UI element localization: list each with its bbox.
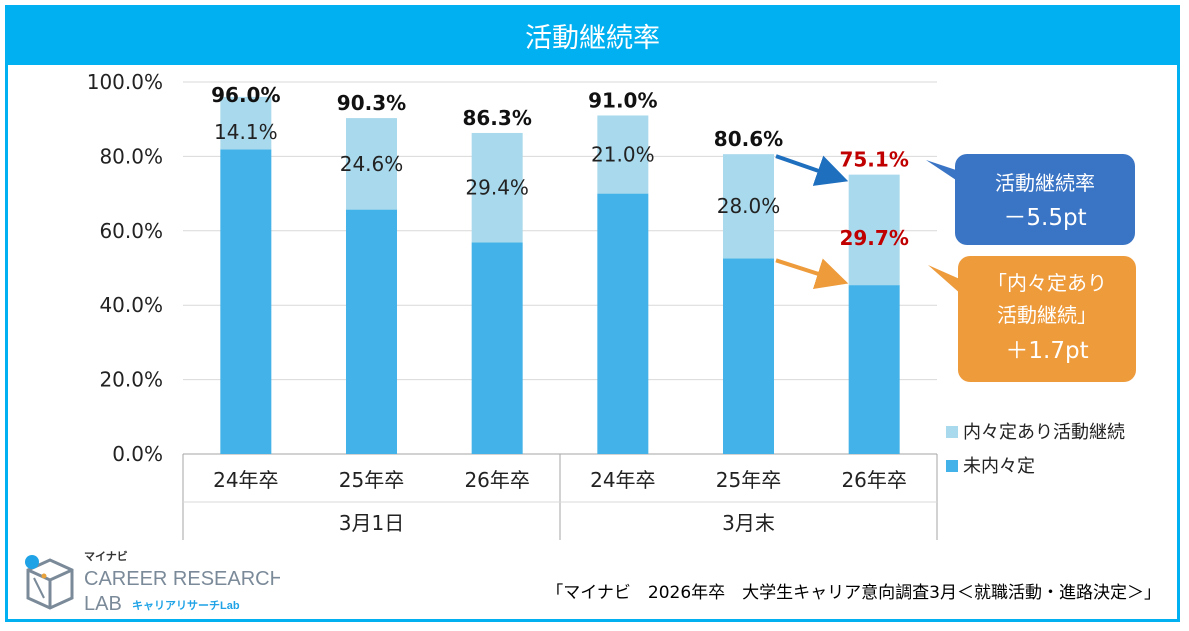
x-category-label: 26年卒 [841,468,906,492]
segment-data-label: 29.7% [839,226,908,250]
segment-data-label: 21.0% [591,143,655,167]
bar-segment-内々定あり活動継続 [346,118,397,210]
x-category-label: 25年卒 [339,468,404,492]
change-arrow-total [775,154,849,186]
y-tick-label: 20.0% [99,368,163,392]
chart-title: 活動継続率 [5,5,1180,65]
callout-pointer [926,160,962,184]
bar-segment-未内々定 [471,242,523,454]
source-citation: 「マイナビ 2026年卒 大学生キャリア意向調査3月＜就職活動・進路決定＞」 [546,583,1161,603]
bar-segment-未内々定 [220,149,272,454]
x-group-label: 3月1日 [339,511,404,535]
career-research-lab-logo: マイナビ CAREER RESEARCH LAB キャリアリサーチLab [25,549,280,615]
x-category-label: 26年卒 [464,468,529,492]
x-category-label: 24年卒 [213,468,278,492]
callout-text: －5.5pt [1003,205,1086,231]
callout-box-total [955,154,1135,245]
total-data-label: 75.1% [839,148,908,172]
change-arrow-segment [775,258,849,290]
bar-segment-内々定あり活動継続 [220,96,272,150]
x-category-label: 24年卒 [590,468,655,492]
callout-text: 活動継続」 [997,303,1097,327]
callout-box-segment [958,256,1136,382]
bar-segment-内々定あり活動継続 [848,174,900,286]
segment-data-label: 24.6% [340,152,404,176]
logo-name-line2: LAB [84,593,122,615]
bar-segment-未内々定 [346,209,397,454]
callout-text: 「内々定あり [987,271,1107,295]
bar-segment-内々定あり活動継続 [597,115,649,194]
y-tick-label: 40.0% [99,293,163,317]
y-tick-label: 0.0% [112,442,163,466]
segment-data-label: 28.0% [717,194,781,218]
y-tick-label: 100.0% [87,70,163,94]
bar-segment-内々定あり活動継続 [471,132,523,243]
bar-segment-未内々定 [597,193,649,454]
x-group-label: 3月末 [722,511,775,535]
logo-brand: マイナビ [84,549,128,563]
legend-label: 内々定あり活動継続 [963,422,1125,443]
legend-swatch [946,460,958,472]
y-tick-label: 80.0% [99,144,163,168]
segment-data-label: 29.4% [465,176,529,200]
total-data-label: 90.3% [337,91,406,115]
logo-name-line1: CAREER RESEARCH [84,568,280,590]
callout-pointer [928,265,962,295]
bar-segment-内々定あり活動継続 [723,154,774,259]
callout-text: 活動継続率 [995,171,1095,195]
bar-segment-未内々定 [723,258,774,454]
bar-segment-未内々定 [848,285,900,454]
callout-text: ＋1.7pt [1005,338,1088,364]
legend-swatch [946,426,958,438]
y-tick-label: 60.0% [99,219,163,243]
total-data-label: 86.3% [462,106,531,130]
total-data-label: 80.6% [714,127,783,151]
total-data-label: 96.0% [211,83,280,107]
legend-label: 未内々定 [963,456,1035,477]
segment-data-label: 14.1% [214,120,278,144]
x-category-label: 25年卒 [716,468,781,492]
total-data-label: 91.0% [588,88,657,112]
cube-icon [25,555,74,610]
logo-sub: キャリアリサーチLab [132,599,240,612]
